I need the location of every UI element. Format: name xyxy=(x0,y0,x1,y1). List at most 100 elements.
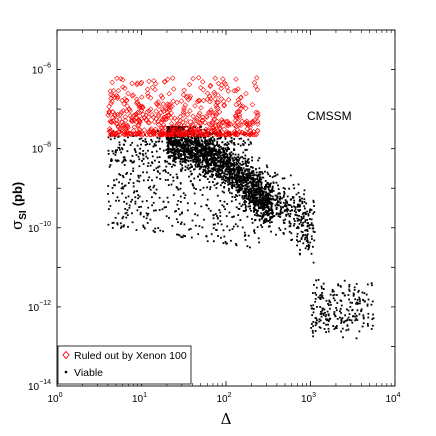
viable-point xyxy=(181,138,183,140)
viable-point xyxy=(328,304,330,307)
viable-point xyxy=(120,227,122,229)
viable-point xyxy=(185,155,188,158)
viable-point xyxy=(299,248,301,251)
viable-point xyxy=(124,208,127,210)
viable-point xyxy=(296,220,299,222)
ruled-out-point xyxy=(218,131,225,138)
viable-point xyxy=(235,177,238,180)
legend-marker-ruled-out xyxy=(62,350,70,360)
viable-point xyxy=(206,154,208,156)
viable-point xyxy=(328,299,331,302)
ruled-out-point xyxy=(122,117,129,124)
viable-point xyxy=(289,222,292,225)
viable-point xyxy=(238,159,240,162)
viable-point xyxy=(184,144,186,146)
viable-point xyxy=(327,330,330,333)
viable-point xyxy=(248,193,251,196)
viable-point xyxy=(216,168,218,170)
viable-point xyxy=(235,186,238,189)
viable-point xyxy=(205,159,208,161)
ruled-out-point xyxy=(160,122,167,128)
viable-point xyxy=(335,325,338,327)
viable-point xyxy=(206,151,209,154)
viable-point xyxy=(320,285,323,288)
viable-point xyxy=(214,161,216,164)
viable-point xyxy=(237,156,239,158)
viable-point xyxy=(360,308,363,311)
viable-point xyxy=(205,143,208,146)
viable-point xyxy=(180,170,183,173)
viable-point xyxy=(205,171,207,174)
viable-point xyxy=(327,320,330,322)
viable-point xyxy=(167,127,170,130)
viable-point xyxy=(357,291,360,293)
viable-point xyxy=(265,196,268,199)
viable-point xyxy=(125,196,127,199)
viable-point xyxy=(192,184,195,187)
ruled-out-point xyxy=(185,96,192,103)
viable-point xyxy=(244,207,247,209)
viable-point xyxy=(297,205,299,208)
viable-point xyxy=(206,157,208,159)
ruled-out-point xyxy=(173,117,180,124)
viable-point xyxy=(153,143,156,145)
viable-point xyxy=(198,162,200,165)
viable-point xyxy=(169,147,172,150)
viable-point xyxy=(208,133,211,136)
viable-point xyxy=(247,205,250,208)
viable-point xyxy=(197,150,200,152)
viable-point xyxy=(228,229,231,232)
ruled-out-point xyxy=(248,131,255,137)
viable-point xyxy=(260,189,263,192)
viable-point xyxy=(142,224,145,227)
viable-point xyxy=(301,213,304,215)
viable-point xyxy=(187,143,189,146)
viable-point xyxy=(297,191,300,194)
viable-point xyxy=(203,129,206,131)
viable-point xyxy=(316,319,318,322)
viable-point xyxy=(201,143,204,145)
viable-point xyxy=(170,154,173,157)
viable-point xyxy=(301,231,304,234)
viable-point xyxy=(258,200,261,202)
viable-point xyxy=(225,168,228,171)
viable-point xyxy=(186,141,188,143)
viable-point xyxy=(221,204,224,207)
viable-point xyxy=(226,203,229,205)
viable-point xyxy=(202,154,205,157)
viable-point xyxy=(218,148,220,151)
viable-point xyxy=(292,196,295,199)
viable-point xyxy=(312,292,314,294)
viable-point xyxy=(247,172,249,175)
viable-point xyxy=(284,218,287,221)
viable-point xyxy=(275,194,278,197)
viable-point xyxy=(269,191,272,193)
viable-point xyxy=(198,145,201,148)
viable-point xyxy=(181,139,183,142)
viable-point xyxy=(134,200,137,203)
viable-point xyxy=(146,214,149,217)
viable-point xyxy=(149,185,151,188)
viable-point xyxy=(274,174,277,177)
viable-point xyxy=(195,141,197,144)
viable-point xyxy=(116,223,119,226)
viable-point xyxy=(237,153,240,156)
viable-point xyxy=(244,191,247,194)
viable-point xyxy=(111,227,114,229)
ruled-out-point xyxy=(213,112,219,119)
viable-point xyxy=(313,211,316,213)
viable-point xyxy=(256,178,259,180)
viable-point xyxy=(177,233,179,236)
viable-point xyxy=(211,136,214,138)
viable-point xyxy=(211,150,214,153)
viable-point xyxy=(227,170,229,173)
viable-point xyxy=(187,145,190,147)
viable-point xyxy=(203,147,206,150)
viable-point xyxy=(216,140,219,143)
viable-point xyxy=(246,175,249,178)
viable-point xyxy=(296,244,298,247)
viable-point xyxy=(276,197,279,200)
viable-point xyxy=(260,194,263,196)
viable-point xyxy=(134,202,137,205)
viable-point xyxy=(207,155,209,157)
